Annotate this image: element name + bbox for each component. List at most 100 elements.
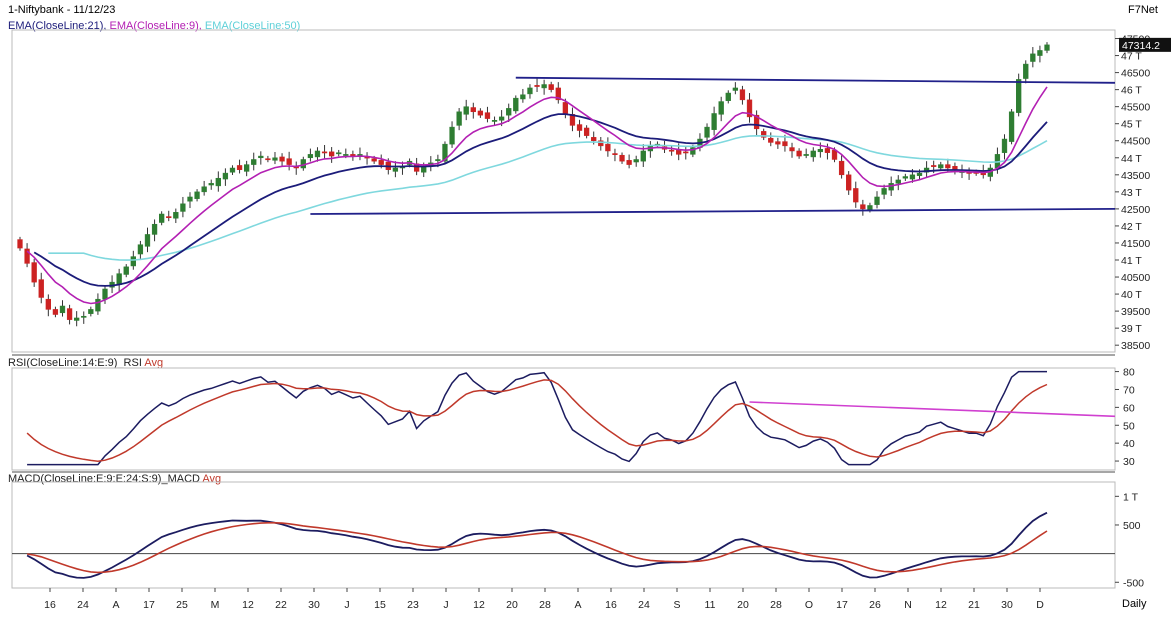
candle-body bbox=[562, 102, 569, 114]
candle-body bbox=[1037, 50, 1043, 56]
candle-body bbox=[435, 159, 441, 161]
candle-body bbox=[895, 179, 901, 184]
candle-body bbox=[605, 143, 611, 152]
rsi-y-tick-label: 70 bbox=[1123, 384, 1135, 396]
candle-body bbox=[938, 164, 944, 169]
candle-body bbox=[222, 172, 229, 180]
rsi-panel-frame bbox=[11, 367, 1116, 471]
candle-body bbox=[555, 87, 561, 101]
rsi-y-tick-label: 50 bbox=[1123, 420, 1135, 432]
x-tick-label: 17 bbox=[836, 599, 848, 611]
candle-body bbox=[838, 160, 845, 176]
candle-body bbox=[1030, 53, 1036, 62]
candle-body bbox=[881, 188, 887, 195]
x-tick-label: 11 bbox=[705, 599, 716, 611]
candle-body bbox=[66, 308, 73, 320]
x-tick-label: 12 bbox=[473, 599, 485, 611]
candle-body bbox=[1044, 44, 1050, 51]
rsi-label: RSI(CloseLine:14:E:9)_RSI bbox=[8, 357, 142, 369]
candle-body bbox=[1001, 138, 1008, 153]
candle-body bbox=[583, 127, 590, 136]
candle-body bbox=[619, 154, 625, 162]
candle-body bbox=[867, 205, 873, 210]
macd-avg-line bbox=[26, 522, 1048, 574]
x-tick-label: 24 bbox=[638, 599, 650, 611]
candle-body bbox=[307, 154, 314, 159]
last-price-tag bbox=[1119, 37, 1171, 52]
candle-body bbox=[477, 110, 484, 116]
candle-body bbox=[336, 152, 342, 155]
price-y-tick-label: 45 T bbox=[1121, 119, 1142, 131]
price-y-tick-label: 46 T bbox=[1121, 85, 1142, 97]
price-y-tick-label: 43500 bbox=[1121, 170, 1150, 182]
candle-body bbox=[711, 113, 717, 130]
candle-body bbox=[45, 298, 51, 310]
candle-body bbox=[945, 164, 951, 169]
price-y-tick-label: 42500 bbox=[1121, 204, 1150, 216]
candle-body bbox=[782, 141, 788, 147]
rsi-y-tick-label: 60 bbox=[1123, 402, 1135, 414]
candle-body bbox=[761, 131, 767, 138]
ema-legend: EMA(CloseLine:21), EMA(CloseLine:9), EMA… bbox=[8, 20, 300, 32]
candle-body bbox=[704, 126, 710, 138]
x-tick-label: 16 bbox=[605, 599, 617, 611]
price-y-tick-label: 40500 bbox=[1121, 272, 1150, 284]
candle-body bbox=[527, 87, 533, 95]
x-tick-label: S bbox=[673, 599, 680, 611]
candle-body bbox=[456, 111, 462, 126]
candle-body bbox=[534, 85, 540, 87]
candle-body bbox=[598, 140, 604, 147]
candle-body bbox=[668, 149, 675, 152]
candle-body bbox=[803, 154, 809, 156]
price-y-tick-label: 42 T bbox=[1121, 221, 1142, 233]
candle-body bbox=[498, 116, 505, 121]
macd-line bbox=[26, 511, 1048, 579]
ema9-line bbox=[26, 86, 1048, 305]
price-y-tick-label: 41500 bbox=[1121, 238, 1150, 250]
candle-body bbox=[676, 149, 682, 155]
price-y-tick-label: 43 T bbox=[1121, 187, 1142, 199]
candle-body bbox=[159, 213, 165, 223]
legend-ema21: EMA(CloseLine:21), bbox=[8, 20, 107, 32]
candle-body bbox=[258, 155, 264, 159]
price-y-tick-label: 47 T bbox=[1121, 51, 1142, 63]
candle-body bbox=[17, 239, 23, 249]
x-tick-label: 12 bbox=[935, 599, 947, 611]
candle-body bbox=[470, 107, 476, 113]
x-tick-label: 26 bbox=[869, 599, 881, 611]
candle-body bbox=[902, 176, 908, 179]
candle-body bbox=[931, 165, 937, 167]
rsi-y-tick-label: 30 bbox=[1123, 456, 1135, 468]
candle-body bbox=[392, 167, 399, 172]
support-trendline bbox=[310, 207, 1116, 215]
x-tick-label: D bbox=[1036, 599, 1044, 611]
candle-body bbox=[683, 151, 689, 154]
macd-y-tick-label: -500 bbox=[1123, 577, 1144, 589]
candle-body bbox=[52, 309, 59, 315]
candle-body bbox=[916, 172, 923, 176]
candle-body bbox=[123, 266, 129, 275]
candle-body bbox=[768, 137, 774, 143]
candle-body bbox=[272, 157, 278, 161]
x-tick-label: 21 bbox=[968, 599, 980, 611]
candle-body bbox=[286, 158, 292, 165]
candle-body bbox=[506, 108, 512, 116]
candle-body bbox=[626, 160, 632, 165]
candle-body bbox=[130, 256, 136, 267]
candle-body bbox=[690, 147, 696, 155]
x-tick-label: 15 bbox=[374, 599, 386, 611]
x-tick-label: 20 bbox=[506, 599, 518, 611]
macd-panel-frame bbox=[11, 481, 1116, 589]
candle-body bbox=[810, 150, 816, 158]
candle-body bbox=[343, 154, 349, 156]
ema50-line bbox=[48, 134, 1048, 261]
candle-body bbox=[201, 186, 207, 193]
x-tick-label: 23 bbox=[407, 599, 419, 611]
candle-body bbox=[640, 150, 646, 162]
candle-body bbox=[229, 167, 236, 173]
x-tick-label: 25 bbox=[176, 599, 188, 611]
macd-y-tick-label: 1 T bbox=[1123, 491, 1139, 503]
candle-body bbox=[31, 262, 37, 283]
candle-body bbox=[144, 234, 151, 247]
price-y-tick-label: 39500 bbox=[1121, 306, 1150, 318]
